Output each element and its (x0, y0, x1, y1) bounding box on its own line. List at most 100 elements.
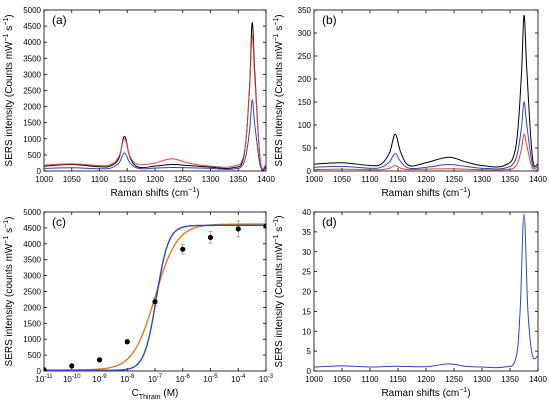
x-tick-label: 1000 (305, 175, 323, 184)
y-tick-label: 0 (37, 367, 42, 376)
y-axis-label: SERS intensity (Counts mW−1 s−1) (273, 14, 285, 166)
x-tick-label: 1150 (119, 175, 137, 184)
x-tick-label: 1000 (35, 175, 53, 184)
data-point (235, 226, 241, 232)
x-tick-label: 1050 (63, 175, 81, 184)
series-line (314, 101, 538, 170)
series-line (314, 213, 538, 369)
y-tick-label: 10 (302, 327, 311, 336)
panel-label: (b) (322, 13, 337, 27)
x-tick-label: 1100 (361, 175, 379, 184)
x-tick-label: 1400 (257, 175, 275, 184)
y-tick-label: 15 (302, 307, 311, 316)
plot-area (44, 22, 266, 171)
panel-label: (a) (52, 13, 67, 27)
x-axis-label: CThiram (M) (132, 388, 179, 401)
y-tick-label: 500 (28, 351, 42, 360)
y-tick-label: 5 (307, 347, 312, 356)
data-point (96, 357, 103, 363)
x-tick-label: 1150 (389, 175, 407, 184)
x-axis-label: Raman shifts (cm−1) (381, 387, 470, 399)
x-tick-label: 1350 (501, 375, 519, 384)
plot-frame (313, 9, 539, 172)
series-line (44, 22, 266, 171)
y-tick-label: 50 (302, 144, 311, 153)
plot-frame (43, 9, 267, 172)
y-tick-label: 2000 (23, 103, 41, 112)
series-line (44, 35, 266, 170)
x-tick-label: 1350 (229, 175, 247, 184)
plot-area (44, 220, 266, 371)
data-point (69, 363, 75, 369)
y-tick-label: 3500 (23, 54, 41, 63)
y-tick-label: 350 (298, 6, 312, 15)
y-tick-label: 2000 (23, 303, 41, 312)
data-point (263, 223, 266, 229)
x-tick-label: 1400 (529, 375, 547, 384)
x-axis-label: Raman shifts (cm−1) (110, 187, 199, 199)
y-tick-label: 0 (307, 367, 312, 376)
data-point (124, 339, 130, 345)
data-point (180, 246, 186, 252)
plot-area (314, 15, 538, 171)
panel-label: (c) (52, 215, 66, 229)
series-line (44, 99, 266, 171)
x-tick-label: 10-5 (203, 374, 218, 384)
y-tick-label: 5000 (23, 6, 41, 15)
y-tick-label: 3500 (23, 256, 41, 265)
y-tick-label: 150 (298, 98, 312, 107)
y-tick-label: 3000 (23, 272, 41, 281)
x-tick-label: 1400 (529, 175, 547, 184)
x-tick-label: 10-11 (35, 374, 53, 384)
chart-panel: 10-11 10-10 10-9 10-8 10-7 10-6 10-5 10-4 10-3 0 5… (3, 208, 274, 401)
data-point (44, 367, 47, 371)
y-tick-label: 100 (298, 121, 312, 130)
y-axis-label: SERS intensity (Counts mW−1 s−1) (3, 14, 15, 166)
x-tick-label: 1300 (473, 375, 491, 384)
y-tick-label: 35 (302, 228, 311, 237)
y-tick-label: 1500 (23, 119, 41, 128)
y-tick-label: 300 (298, 29, 312, 38)
fit-curve (44, 223, 266, 371)
x-tick-label: 10-7 (148, 374, 163, 384)
y-tick-label: 250 (298, 52, 312, 61)
y-tick-label: 4500 (23, 22, 41, 31)
x-tick-label: 1050 (333, 375, 351, 384)
x-tick-label: 1300 (473, 175, 491, 184)
y-tick-label: 4000 (23, 240, 41, 249)
y-tick-label: 1000 (23, 335, 41, 344)
plot-area (314, 213, 538, 369)
y-tick-label: 30 (302, 248, 311, 257)
y-tick-label: 3000 (23, 70, 41, 79)
x-tick-label: 1050 (333, 175, 351, 184)
y-tick-label: 200 (298, 75, 312, 84)
y-tick-label: 40 (302, 208, 311, 217)
plot-frame (43, 211, 267, 372)
y-tick-label: 0 (37, 167, 42, 176)
x-tick-label: 1200 (417, 375, 435, 384)
x-tick-label: 1250 (445, 375, 463, 384)
x-tick-label: 1000 (305, 375, 323, 384)
x-tick-label: 10-3 (259, 374, 274, 384)
y-tick-label: 1000 (23, 135, 41, 144)
data-point (207, 234, 214, 241)
x-tick-label: 1300 (202, 175, 220, 184)
x-axis-label: Raman shifts (cm−1) (381, 187, 470, 199)
x-tick-label: 1350 (501, 175, 519, 184)
y-axis-label: SERS intensity (counts mW−1 s−1) (3, 217, 15, 367)
y-tick-label: 0 (307, 167, 312, 176)
chart-panel: 1000 1050 1100 1150 1200 1250 1300 1350 1400 0 50 1… (273, 6, 547, 199)
data-point (152, 299, 158, 305)
x-tick-label: 1250 (174, 175, 192, 184)
x-tick-label: 1250 (445, 175, 463, 184)
y-tick-label: 2500 (23, 288, 41, 297)
chart-panel: 1000 1050 1100 1150 1200 1250 1300 1350 1400 0 500… (3, 6, 275, 199)
y-axis-label: SERS intensity (Counts mW−1 s−1) (273, 215, 285, 367)
x-tick-label: 10-8 (120, 374, 135, 384)
x-tick-label: 10-10 (63, 374, 81, 384)
x-tick-label: 1100 (91, 175, 109, 184)
series-line (314, 15, 538, 168)
x-tick-label: 10-9 (92, 374, 107, 384)
x-tick-label: 10-4 (231, 374, 246, 384)
